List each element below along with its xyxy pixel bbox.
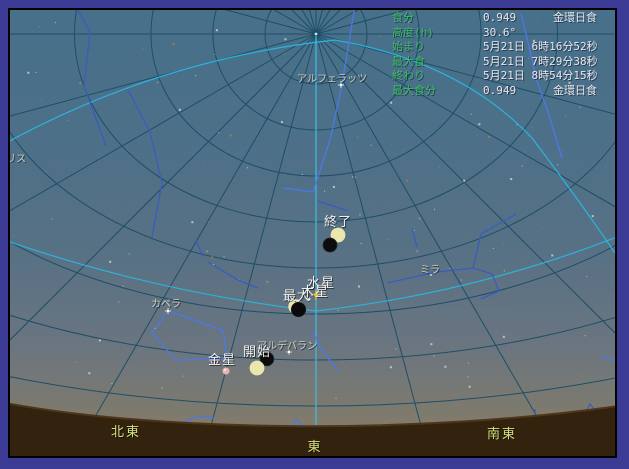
cetus-lines xyxy=(386,213,517,300)
info-row-magnitude: 食分 0.949 金環日食 xyxy=(392,11,598,26)
jupiter-label: 木星 xyxy=(300,285,330,300)
info-value: 0.949 xyxy=(483,11,517,24)
compass-northeast: 北東 xyxy=(110,425,142,440)
capella-star xyxy=(165,308,171,314)
eclipse-info-panel: 食分 0.949 金環日食 高度(h) 30.6° 始まり 5月21日 6時16分52秒… xyxy=(392,11,598,98)
info-row-begin: 始まり 5月21日 6時16分52秒 xyxy=(392,40,598,55)
star-label-capella: カペラ xyxy=(151,299,181,310)
compass-southeast: 南東 xyxy=(486,427,518,442)
eclipse-end-label: 終了 xyxy=(323,215,353,230)
star-field xyxy=(13,17,607,399)
info-label: 終わり xyxy=(392,69,425,82)
mira-star xyxy=(430,274,432,276)
info-value: 0.949 xyxy=(483,83,517,97)
aldebaran-star xyxy=(286,349,292,355)
info-extra: 金環日食 xyxy=(553,11,597,24)
info-label: 最大食分 xyxy=(392,83,436,97)
ground-horizon xyxy=(10,402,615,456)
eclipse-start-symbol[interactable] xyxy=(249,351,275,376)
info-label: 食分 xyxy=(392,11,414,24)
info-row-max-magnitude: 最大食分 0.949 金環日食 xyxy=(392,84,598,99)
mercury-dot[interactable] xyxy=(311,290,321,300)
info-value: 5月21日 8時54分15秒 xyxy=(483,69,598,82)
sky-chart-canvas xyxy=(10,10,615,456)
info-value: 5月21日 6時16分52秒 xyxy=(483,40,598,53)
compass-east: 東 xyxy=(307,440,323,455)
star-label-aldebaran: アルデバラン xyxy=(257,341,317,352)
star-label-alpheratz: アルフェラッツ xyxy=(297,74,367,85)
info-row-altitude: 高度(h) 30.6° xyxy=(392,26,598,41)
constellation-lines xyxy=(77,10,615,434)
info-row-end: 終わり 5月21日 8時54分15秒 xyxy=(392,69,598,84)
venus-label: 金星 xyxy=(207,353,237,368)
venus-dot[interactable] xyxy=(222,367,230,375)
celestial-equator-line xyxy=(10,39,615,255)
mercury-label: 水星 xyxy=(306,276,336,291)
star-label-mira: ミラ xyxy=(420,265,440,276)
info-label: 始まり xyxy=(392,40,425,53)
auriga-pentagon xyxy=(151,310,228,361)
info-value: 30.6° xyxy=(483,25,517,39)
jupiter-dot[interactable] xyxy=(307,297,311,301)
eclipse-max-label: 最大 xyxy=(282,289,312,304)
info-value: 5月21日 7時29分38秒 xyxy=(483,54,598,68)
alpheratz-star xyxy=(338,82,344,88)
info-label: 高度(h) xyxy=(392,25,434,39)
eclipse-start-label: 開始 xyxy=(242,345,272,360)
info-row-maximum: 最大食 5月21日 7時29分38秒 xyxy=(392,55,598,70)
eclipse-max-symbol[interactable] xyxy=(288,299,307,318)
info-label: 最大食 xyxy=(392,54,425,68)
eclipse-end-symbol[interactable] xyxy=(322,227,346,253)
info-extra: 金環日食 xyxy=(553,83,597,97)
star-label-left-edge: リス xyxy=(8,154,26,165)
bright-stars xyxy=(165,82,432,355)
sky-view[interactable]: 食分 0.949 金環日食 高度(h) 30.6° 始まり 5月21日 6時16分52秒… xyxy=(8,8,617,458)
